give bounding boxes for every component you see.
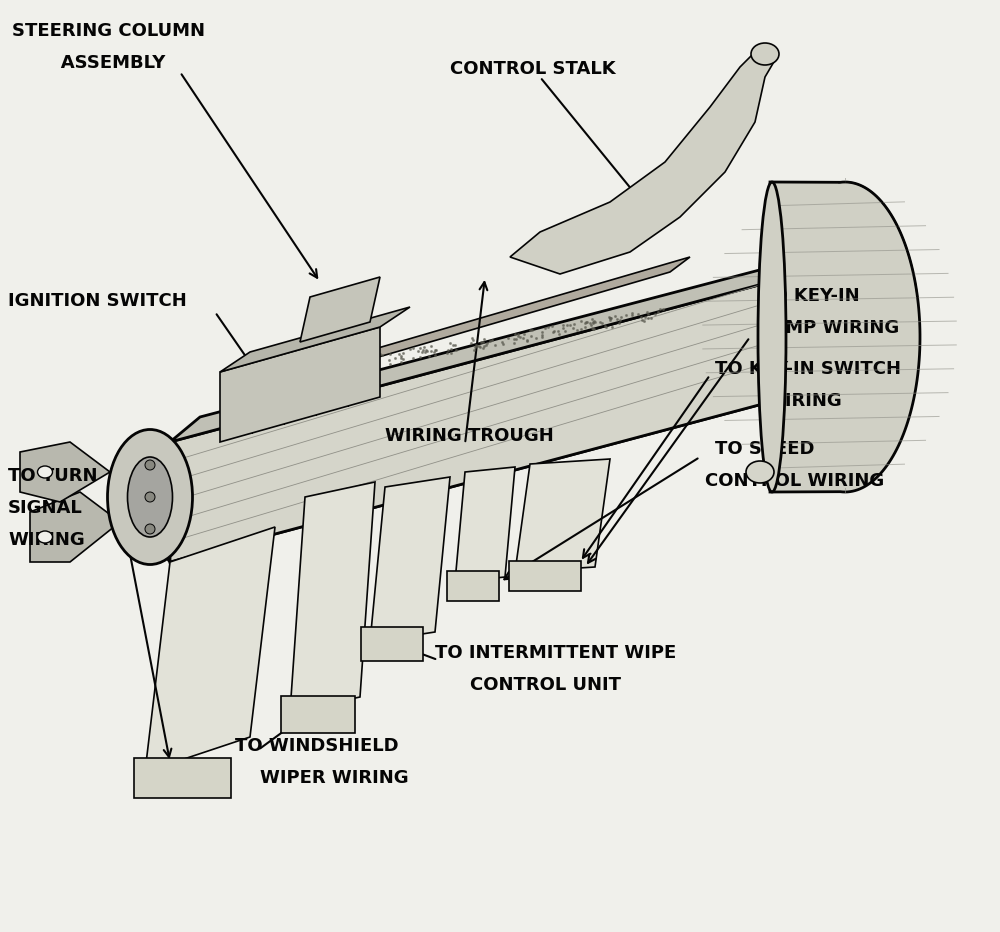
Polygon shape <box>370 477 450 642</box>
Polygon shape <box>300 277 380 342</box>
Text: STEERING COLUMN: STEERING COLUMN <box>12 22 205 40</box>
Text: ASSEMBLY: ASSEMBLY <box>42 54 165 72</box>
Text: TO KEY-IN: TO KEY-IN <box>760 287 860 305</box>
Text: TO KEY-IN SWITCH: TO KEY-IN SWITCH <box>715 360 901 378</box>
Ellipse shape <box>145 460 155 470</box>
Text: CONTROL WIRING: CONTROL WIRING <box>705 472 884 490</box>
Polygon shape <box>770 182 920 492</box>
Polygon shape <box>150 377 770 562</box>
Ellipse shape <box>38 531 52 543</box>
Polygon shape <box>220 327 380 442</box>
Polygon shape <box>30 492 120 562</box>
Polygon shape <box>145 527 275 772</box>
Ellipse shape <box>108 430 192 565</box>
Polygon shape <box>515 459 610 572</box>
Text: WIRING: WIRING <box>8 531 85 549</box>
Polygon shape <box>310 257 690 377</box>
Text: WIRING TROUGH: WIRING TROUGH <box>385 427 554 445</box>
Text: WIRING: WIRING <box>765 392 842 410</box>
Polygon shape <box>20 442 110 502</box>
FancyBboxPatch shape <box>281 696 355 733</box>
Text: SIGNAL: SIGNAL <box>8 499 83 517</box>
Ellipse shape <box>751 43 779 65</box>
Text: TO INTERMITTENT WIPE: TO INTERMITTENT WIPE <box>435 644 676 662</box>
Text: TO WINDSHIELD: TO WINDSHIELD <box>235 737 399 755</box>
FancyBboxPatch shape <box>134 758 231 798</box>
Text: CONTROL STALK: CONTROL STALK <box>450 60 616 78</box>
Ellipse shape <box>128 457 173 537</box>
Ellipse shape <box>758 182 786 492</box>
Polygon shape <box>510 52 775 274</box>
Text: TO SPEED: TO SPEED <box>715 440 814 458</box>
Text: LAMP WIRING: LAMP WIRING <box>760 319 899 337</box>
FancyBboxPatch shape <box>361 627 423 661</box>
Ellipse shape <box>38 466 52 478</box>
Text: WIPER WIRING: WIPER WIRING <box>260 769 409 787</box>
Ellipse shape <box>746 461 774 483</box>
Ellipse shape <box>145 524 155 534</box>
Ellipse shape <box>145 492 155 502</box>
Polygon shape <box>455 467 515 582</box>
Text: CONTROL UNIT: CONTROL UNIT <box>470 676 621 694</box>
Polygon shape <box>290 482 375 712</box>
Polygon shape <box>170 282 770 562</box>
Text: IGNITION SWITCH: IGNITION SWITCH <box>8 292 187 310</box>
Polygon shape <box>170 262 790 442</box>
FancyBboxPatch shape <box>509 561 581 591</box>
Polygon shape <box>220 307 410 372</box>
Text: TO TURN: TO TURN <box>8 467 98 485</box>
FancyBboxPatch shape <box>447 571 499 601</box>
